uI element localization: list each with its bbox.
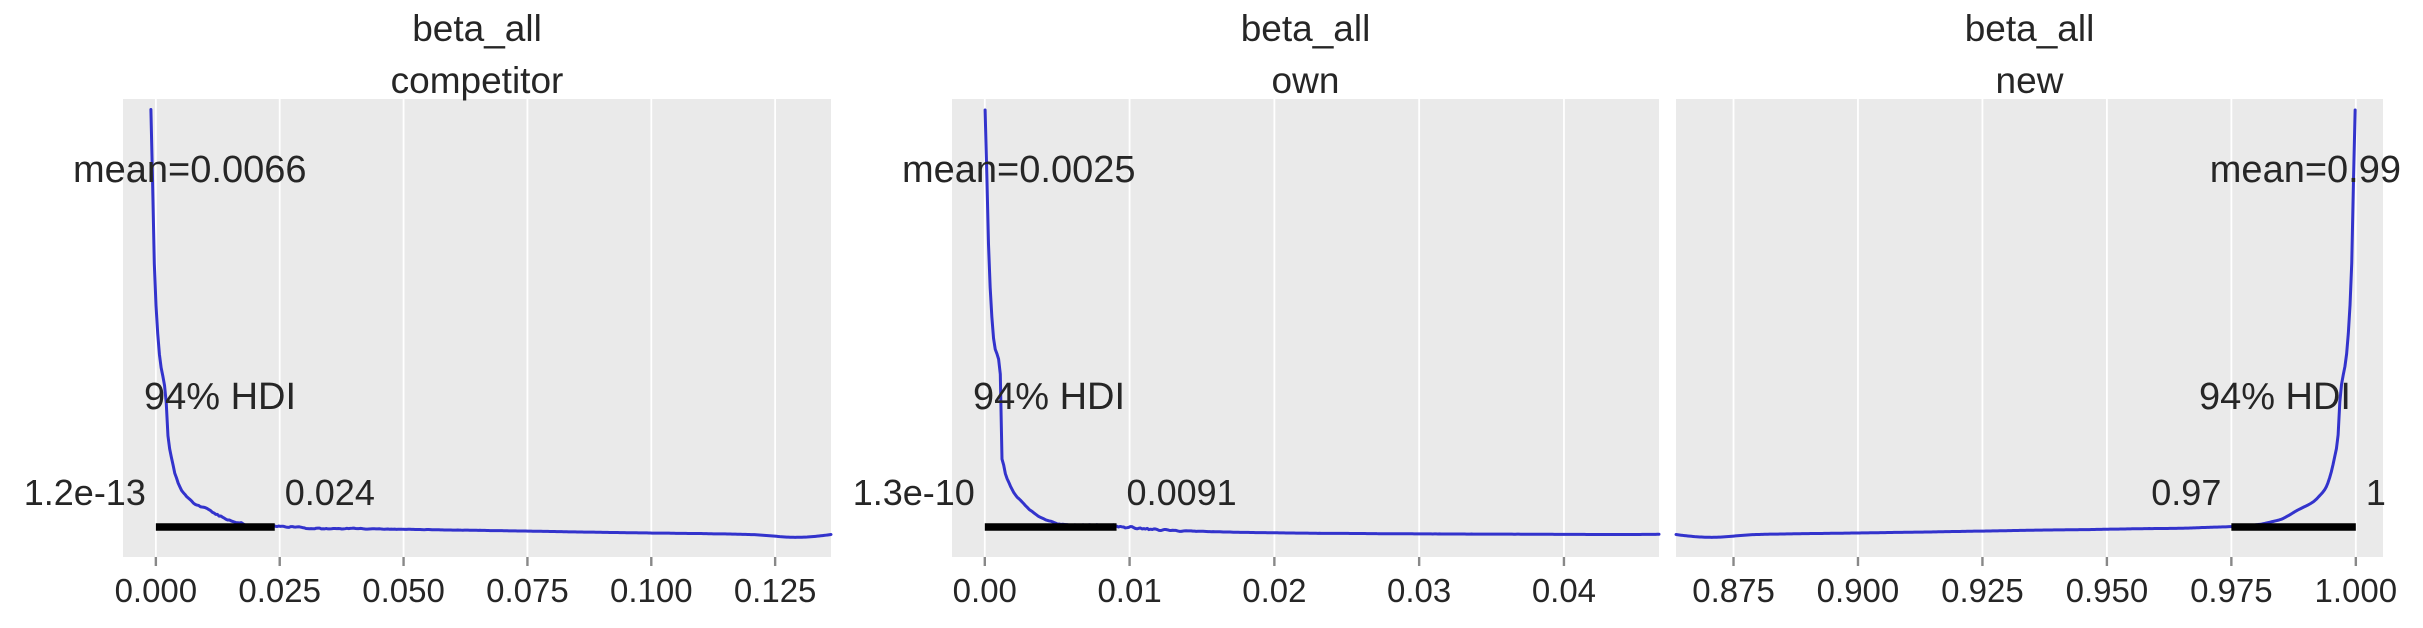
svg-text:0.02: 0.02 xyxy=(1242,572,1306,609)
svg-text:0.000: 0.000 xyxy=(115,572,198,609)
svg-text:0.125: 0.125 xyxy=(734,572,817,609)
svg-text:0.01: 0.01 xyxy=(1097,572,1161,609)
svg-text:0.025: 0.025 xyxy=(238,572,321,609)
svg-text:0.04: 0.04 xyxy=(1532,572,1596,609)
svg-text:beta_all: beta_all xyxy=(412,8,542,49)
svg-text:1: 1 xyxy=(2366,472,2386,513)
svg-text:0.97: 0.97 xyxy=(2151,472,2221,513)
svg-text:94% HDI: 94% HDI xyxy=(973,376,1125,418)
svg-text:0.100: 0.100 xyxy=(610,572,693,609)
svg-text:beta_all: beta_all xyxy=(1241,8,1371,49)
svg-text:94% HDI: 94% HDI xyxy=(2199,376,2351,418)
svg-text:0.925: 0.925 xyxy=(1941,572,2024,609)
svg-text:mean=0.0025: mean=0.0025 xyxy=(902,149,1135,191)
svg-text:competitor: competitor xyxy=(391,60,564,101)
svg-text:0.024: 0.024 xyxy=(285,472,375,513)
svg-text:0.975: 0.975 xyxy=(2190,572,2273,609)
svg-text:0.00: 0.00 xyxy=(953,572,1017,609)
svg-text:own: own xyxy=(1272,60,1340,101)
svg-text:0.050: 0.050 xyxy=(362,572,445,609)
svg-text:0.950: 0.950 xyxy=(2066,572,2149,609)
svg-text:1.2e-13: 1.2e-13 xyxy=(24,472,146,513)
svg-text:94% HDI: 94% HDI xyxy=(144,376,296,418)
svg-text:0.875: 0.875 xyxy=(1692,572,1775,609)
svg-text:0.0091: 0.0091 xyxy=(1127,472,1237,513)
svg-text:mean=0.0066: mean=0.0066 xyxy=(73,149,306,191)
svg-text:0.900: 0.900 xyxy=(1817,572,1900,609)
svg-text:beta_all: beta_all xyxy=(1965,8,2095,49)
svg-text:1.3e-10: 1.3e-10 xyxy=(853,472,975,513)
svg-text:mean=0.99: mean=0.99 xyxy=(2210,149,2401,191)
svg-text:new: new xyxy=(1996,60,2064,101)
svg-text:0.03: 0.03 xyxy=(1387,572,1451,609)
svg-text:1.000: 1.000 xyxy=(2315,572,2398,609)
svg-text:0.075: 0.075 xyxy=(486,572,569,609)
